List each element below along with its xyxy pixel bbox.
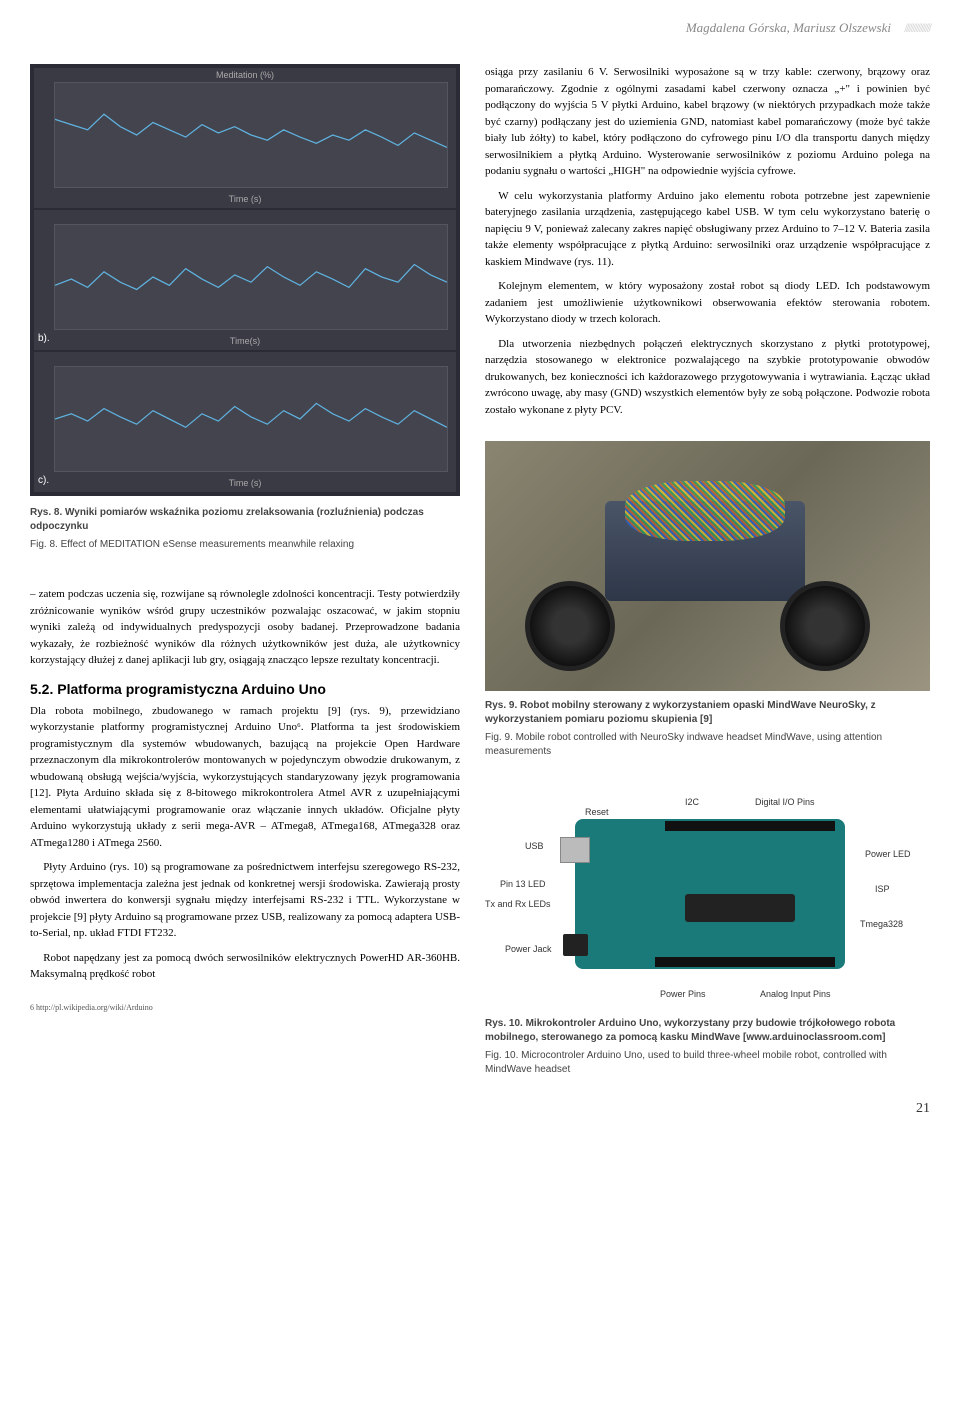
arduino-chip-shape	[685, 894, 795, 922]
chart-letter-b: b).	[38, 333, 50, 344]
fig8-caption-bold: Rys. 8. Wyniki pomiarów wskaźnika poziom…	[30, 506, 460, 534]
arduino-diagram: Reset USB Pin 13 LED Tx and Rx LEDs Powe…	[485, 779, 930, 1009]
arduino-headers-shape	[665, 821, 835, 831]
left-column: Meditation (%) Time (s) b). Time(s)	[30, 64, 460, 1081]
chart-plot-area	[54, 82, 448, 188]
paragraph-right-3: Kolejnym elementem, w który wyposażony z…	[485, 278, 930, 328]
label-power-led: Power LED	[865, 849, 911, 859]
section-heading-5-2: 5.2. Platforma programistyczna Arduino U…	[30, 681, 460, 697]
footnote-6: 6 http://pl.wikipedia.org/wiki/Arduino	[30, 1003, 460, 1012]
label-usb: USB	[525, 841, 544, 851]
chart-panel-b: b). Time(s)	[34, 210, 456, 350]
chart-x-label: Time (s)	[229, 194, 262, 204]
paragraph-right-4: Dla utworzenia niezbędnych połączeń elek…	[485, 336, 930, 419]
paragraph-right-2: W celu wykorzystania platformy Arduino j…	[485, 188, 930, 271]
paragraph-left-3: Płyty Arduino (rys. 10) są programowane …	[30, 859, 460, 942]
label-i2c: I2C	[685, 797, 699, 807]
chart-line-c	[55, 367, 447, 471]
label-pin13: Pin 13 LED	[500, 879, 546, 889]
fig9-caption-plain: Fig. 9. Mobile robot controlled with Neu…	[485, 731, 930, 759]
chart-plot-area	[54, 224, 448, 330]
robot-wheel-shape	[780, 581, 870, 671]
chart-x-label: Time(s)	[230, 336, 260, 346]
arduino-usb-shape	[560, 837, 590, 863]
label-tmega: Tmega328	[860, 919, 903, 929]
content-columns: Meditation (%) Time (s) b). Time(s)	[30, 64, 930, 1081]
robot-wheel-shape	[525, 581, 615, 671]
label-isp: ISP	[875, 884, 890, 894]
author-names: Magdalena Górska, Mariusz Olszewski	[686, 20, 891, 35]
fig8-caption-plain: Fig. 8. Effect of MEDITATION eSense meas…	[30, 538, 460, 552]
robot-wires-shape	[625, 481, 785, 541]
arduino-headers-shape	[655, 957, 835, 967]
chart-panel-a: Meditation (%) Time (s)	[34, 68, 456, 208]
label-power-jack: Power Jack	[505, 944, 552, 954]
fig10-caption-bold: Rys. 10. Mikrokontroler Arduino Uno, wyk…	[485, 1017, 930, 1045]
page-header: Magdalena Górska, Mariusz Olszewski ////…	[30, 20, 930, 44]
paragraph-left-2: Dla robota mobilnego, zbudowanego w rama…	[30, 703, 460, 852]
arduino-power-shape	[563, 934, 588, 956]
robot-photo	[485, 441, 930, 691]
chart-stack: Meditation (%) Time (s) b). Time(s)	[30, 64, 460, 496]
chart-plot-area	[54, 366, 448, 472]
header-decoration: ////////////////	[904, 20, 930, 36]
label-power-pins: Power Pins	[660, 989, 706, 999]
page-number: 21	[30, 1101, 930, 1117]
paragraph-left-4: Robot napędzany jest za pomocą dwóch ser…	[30, 950, 460, 983]
label-analog: Analog Input Pins	[760, 989, 831, 999]
label-digital-io: Digital I/O Pins	[755, 797, 815, 807]
label-reset: Reset	[585, 807, 609, 817]
chart-panel-c: c). Time (s)	[34, 352, 456, 492]
chart-x-label: Time (s)	[229, 478, 262, 488]
label-txrx: Tx and Rx LEDs	[485, 899, 551, 909]
paragraph-left-1: – zatem podczas uczenia się, rozwijane s…	[30, 586, 460, 669]
right-column: osiąga przy zasilaniu 6 V. Serwosilniki …	[485, 64, 930, 1081]
fig10-caption-plain: Fig. 10. Microcontroler Arduino Uno, use…	[485, 1049, 930, 1077]
chart-letter-c: c).	[38, 475, 49, 486]
chart-y-label: Meditation (%)	[216, 70, 274, 80]
fig9-caption-bold: Rys. 9. Robot mobilny sterowany z wykorz…	[485, 699, 930, 727]
paragraph-right-1: osiąga przy zasilaniu 6 V. Serwosilniki …	[485, 64, 930, 180]
chart-line-b	[55, 225, 447, 329]
chart-line-a	[55, 83, 447, 187]
